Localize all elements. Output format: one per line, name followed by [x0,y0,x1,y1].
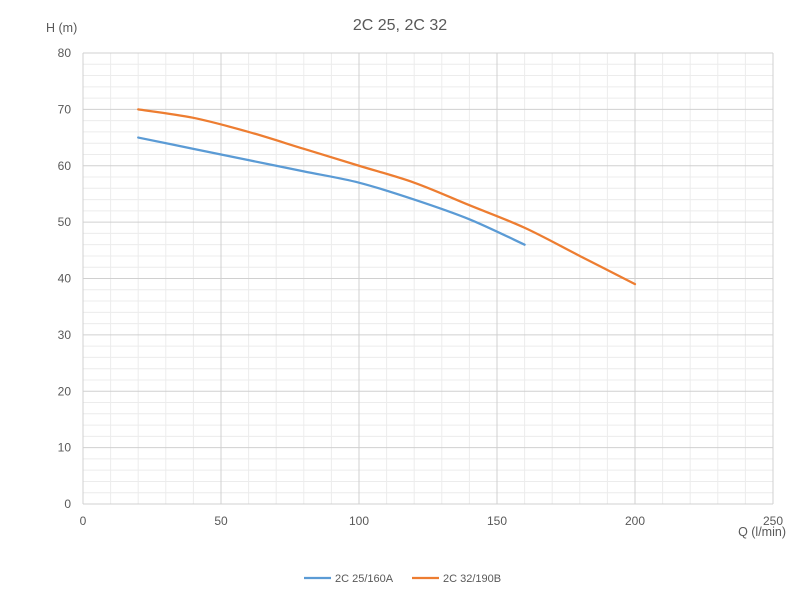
legend-label-2: 2C 32/190B [443,573,501,585]
y-tick-label: 20 [58,384,72,398]
chart-title: 2C 25, 2C 32 [353,17,447,34]
y-tick-label: 0 [64,497,71,511]
x-axis-title: Q (l/min) [738,525,786,539]
x-tick-label: 200 [625,514,645,528]
y-tick-label: 70 [58,102,72,116]
series-lines [137,108,637,286]
x-tick-label: 0 [80,514,87,528]
x-tick-label: 50 [214,514,228,528]
x-tick-label: 150 [487,514,507,528]
y-tick-label: 80 [58,46,72,60]
legend-label-1: 2C 25/160A [335,573,394,585]
y-axis-title: H (m) [46,21,77,35]
y-tick-label: 10 [58,441,72,455]
y-tick-label: 40 [58,272,72,286]
series-line-1 [137,136,526,246]
series-line-2 [137,108,637,286]
y-axis-ticks: 0 10 20 30 40 50 60 70 80 [58,46,72,511]
y-tick-label: 60 [58,159,72,173]
x-tick-label: 100 [349,514,369,528]
legend: 2C 25/160A 2C 32/190B [304,573,501,585]
y-tick-label: 50 [58,215,72,229]
x-tick-label: 250 [763,514,783,528]
major-gridlines [82,52,774,505]
x-axis-ticks: 0 50 100 150 200 250 [80,514,784,528]
y-tick-label: 30 [58,328,72,342]
